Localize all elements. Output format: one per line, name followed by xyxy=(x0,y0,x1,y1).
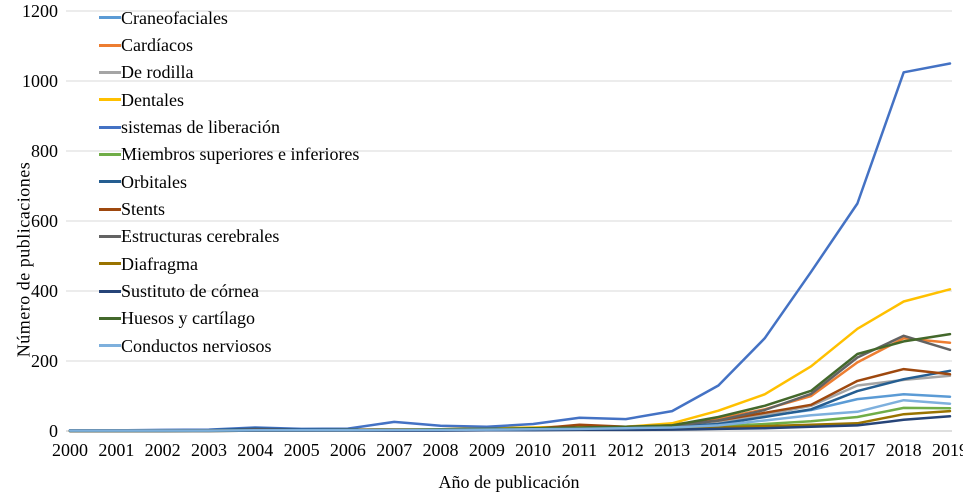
legend-label: sistemas de liberación xyxy=(121,117,280,138)
legend-label: Huesos y cartílago xyxy=(121,308,255,329)
x-axis-title: Año de publicación xyxy=(438,472,580,492)
legend-item: Diafragma xyxy=(99,250,359,277)
x-tick-label: 2014 xyxy=(700,440,736,460)
x-tick-label: 2009 xyxy=(469,440,505,460)
legend-label: De rodilla xyxy=(121,62,194,83)
x-tick-label: 2011 xyxy=(562,440,597,460)
legend-label: Estructuras cerebrales xyxy=(121,226,280,247)
series-line xyxy=(68,398,952,432)
x-tick-label: 2004 xyxy=(237,440,273,460)
legend-swatch xyxy=(99,207,121,211)
legend-swatch xyxy=(99,152,121,156)
x-tick-label: 2008 xyxy=(423,440,459,460)
legend: Craneofaciales Cardíacos De rodilla Dentale… xyxy=(99,4,359,359)
legend-item: Dentales xyxy=(99,86,359,113)
y-axis-title: Número de publicaciones xyxy=(13,161,34,358)
y-tick-label: 400 xyxy=(31,281,58,301)
legend-item: De rodilla xyxy=(99,59,359,86)
legend-label: Craneofaciales xyxy=(121,7,228,28)
legend-swatch xyxy=(99,180,121,184)
legend-item: Cardíacos xyxy=(99,31,359,58)
legend-label: Stents xyxy=(121,199,166,220)
legend-swatch xyxy=(99,262,121,266)
legend-swatch xyxy=(99,316,121,320)
legend-label: Cardíacos xyxy=(121,35,193,56)
legend-item: Craneofaciales xyxy=(99,4,359,31)
legend-item: sistemas de liberación xyxy=(99,113,359,140)
legend-item: Stents xyxy=(99,195,359,222)
legend-label: Diafragma xyxy=(121,253,198,274)
y-tick-label: 1200 xyxy=(22,1,58,21)
legend-label: Dentales xyxy=(121,89,184,110)
y-tick-label: 0 xyxy=(49,421,58,441)
x-tick-label: 2010 xyxy=(515,440,551,460)
legend-label: Sustituto de córnea xyxy=(121,281,259,302)
legend-item: Conductos nerviosos xyxy=(99,332,359,359)
legend-item: Huesos y cartílago xyxy=(99,305,359,332)
x-tick-label: 2017 xyxy=(839,440,875,460)
legend-swatch xyxy=(99,125,121,129)
legend-swatch xyxy=(99,43,121,47)
legend-swatch xyxy=(99,16,121,20)
x-tick-label: 2012 xyxy=(608,440,644,460)
legend-item: Orbitales xyxy=(99,168,359,195)
x-tick-label: 2019 xyxy=(932,440,963,460)
y-tick-label: 1000 xyxy=(22,71,58,91)
x-tick-label: 2006 xyxy=(330,440,366,460)
legend-item: Miembros superiores e inferiores xyxy=(99,141,359,168)
y-tick-label: 800 xyxy=(31,141,58,161)
legend-label: Conductos nerviosos xyxy=(121,335,272,356)
x-tick-label: 2005 xyxy=(284,440,320,460)
legend-swatch xyxy=(99,70,121,74)
x-tick-label: 2018 xyxy=(886,440,922,460)
legend-swatch xyxy=(99,98,121,102)
legend-item: Estructuras cerebrales xyxy=(99,223,359,250)
x-tick-label: 2007 xyxy=(376,440,412,460)
legend-swatch xyxy=(99,344,121,348)
x-tick-label: 2015 xyxy=(747,440,783,460)
legend-item: Sustituto de córnea xyxy=(99,277,359,304)
x-tick-label: 2013 xyxy=(654,440,690,460)
legend-label: Orbitales xyxy=(121,171,187,192)
legend-swatch xyxy=(99,234,121,238)
legend-swatch xyxy=(99,289,121,293)
x-tick-label: 2001 xyxy=(98,440,134,460)
x-tick-label: 2000 xyxy=(52,440,88,460)
x-tick-label: 2016 xyxy=(793,440,829,460)
x-tick-label: 2002 xyxy=(145,440,181,460)
legend-label: Miembros superiores e inferiores xyxy=(121,144,360,165)
y-tick-label: 600 xyxy=(31,211,58,231)
x-tick-label: 2003 xyxy=(191,440,227,460)
y-tick-label: 200 xyxy=(31,351,58,371)
